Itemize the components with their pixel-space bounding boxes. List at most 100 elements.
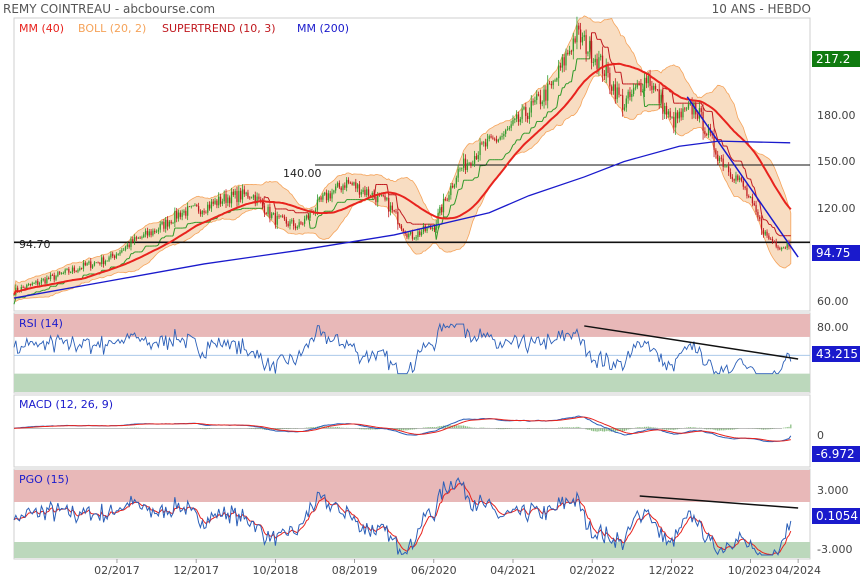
macd-histogram-bar bbox=[770, 428, 772, 430]
supertrend-segment bbox=[404, 218, 408, 223]
candle-body bbox=[225, 194, 227, 203]
candle-body bbox=[340, 187, 342, 191]
supertrend-segment bbox=[293, 210, 296, 214]
macd-histogram-bar bbox=[203, 428, 205, 430]
macd-histogram-bar bbox=[313, 427, 315, 429]
macd-histogram-bar bbox=[643, 426, 646, 429]
macd-histogram-bar bbox=[598, 428, 600, 432]
macd-histogram-bar bbox=[762, 428, 765, 430]
candle-body bbox=[720, 157, 722, 159]
macd-histogram-bar bbox=[585, 428, 587, 430]
macd-histogram-bar bbox=[307, 427, 309, 429]
macd-histogram-bar bbox=[601, 428, 604, 432]
candle-body bbox=[377, 194, 379, 203]
macd-histogram-bar bbox=[764, 428, 766, 430]
macd-histogram-bar bbox=[768, 428, 770, 430]
macd-histogram-bar bbox=[689, 427, 691, 429]
candle-body bbox=[240, 190, 242, 200]
macd-histogram-bar bbox=[717, 428, 719, 431]
supertrend-segment bbox=[192, 221, 196, 224]
supertrend-segment bbox=[410, 222, 413, 225]
candle-body bbox=[278, 215, 280, 217]
candle-body bbox=[126, 244, 128, 247]
supertrend-segment bbox=[752, 185, 755, 188]
candle-body bbox=[682, 108, 684, 118]
macd-histogram-bar bbox=[358, 428, 361, 430]
candle-body bbox=[459, 168, 461, 170]
macd-histogram-bar bbox=[651, 427, 653, 429]
candle-body bbox=[212, 201, 214, 204]
y-tick-120: 120.00 bbox=[817, 202, 856, 215]
macd-histogram-bar bbox=[260, 428, 262, 430]
badge-rsi-text: 43.215 bbox=[816, 347, 858, 361]
candle-body bbox=[406, 233, 408, 238]
candle-body bbox=[205, 212, 207, 214]
macd-histogram-bar bbox=[285, 428, 287, 430]
candle-body bbox=[121, 250, 123, 253]
supertrend-segment bbox=[395, 195, 399, 209]
macd-histogram-bar bbox=[402, 428, 404, 431]
rsi-trend-line bbox=[584, 325, 799, 360]
candle-body bbox=[42, 279, 44, 281]
macd-histogram-bar bbox=[426, 427, 428, 429]
x-tick-label: 10/2018 bbox=[253, 564, 299, 577]
candle-body bbox=[607, 64, 609, 73]
candle-body bbox=[364, 189, 366, 196]
candle-body bbox=[775, 241, 777, 247]
candle-body bbox=[521, 109, 523, 120]
supertrend-segment bbox=[503, 153, 507, 158]
macd-histogram-bar bbox=[565, 427, 567, 429]
macd-histogram-bar bbox=[726, 428, 728, 430]
macd-histogram-bar bbox=[448, 425, 450, 429]
candle-body bbox=[80, 268, 83, 269]
candle-body bbox=[176, 211, 178, 219]
candle-body bbox=[671, 116, 673, 118]
candle-body bbox=[481, 142, 483, 144]
candle-body bbox=[729, 172, 732, 177]
candle-body bbox=[59, 272, 61, 274]
supertrend-segment bbox=[401, 213, 404, 217]
x-tick-label: 04/2021 bbox=[490, 564, 536, 577]
macd-histogram-bar bbox=[706, 428, 708, 430]
candle-body bbox=[585, 35, 587, 54]
candle-body bbox=[267, 206, 269, 215]
macd-histogram-bar bbox=[441, 426, 443, 429]
supertrend-segment bbox=[44, 288, 48, 291]
candle-body bbox=[245, 192, 247, 195]
candle-body bbox=[525, 107, 527, 116]
supertrend-segment bbox=[744, 169, 748, 178]
candle-body bbox=[70, 272, 72, 274]
candle-body bbox=[285, 219, 287, 224]
supertrend-segment bbox=[159, 237, 163, 241]
chart-title: REMY COINTREAU - abcbourse.com bbox=[3, 2, 215, 16]
candle-body bbox=[501, 136, 503, 138]
candle-body bbox=[367, 189, 370, 196]
macd-histogram-bar bbox=[640, 427, 642, 429]
legend-supertrend: SUPERTREND (10, 3) bbox=[162, 22, 276, 35]
candle-body bbox=[554, 80, 556, 82]
candle-body bbox=[280, 215, 282, 217]
macd-histogram-bar bbox=[205, 428, 207, 430]
candle-body bbox=[197, 206, 200, 212]
candle-body bbox=[331, 192, 333, 199]
candle-body bbox=[349, 182, 351, 184]
supertrend-segment bbox=[704, 110, 707, 112]
candle-body bbox=[99, 262, 101, 265]
macd-histogram-bar bbox=[479, 427, 481, 429]
macd-histogram-bar bbox=[642, 427, 644, 429]
candle-body bbox=[309, 211, 311, 218]
macd-histogram-bar bbox=[135, 427, 138, 429]
bollinger-band bbox=[13, 15, 792, 303]
candle-body bbox=[645, 77, 648, 84]
candle-body bbox=[307, 215, 309, 218]
supertrend-segment bbox=[264, 196, 267, 199]
macd-histogram-bar bbox=[431, 427, 434, 429]
rsi-oversold-zone bbox=[14, 373, 810, 392]
supertrend-segment bbox=[777, 234, 781, 237]
macd-histogram-bar bbox=[590, 428, 593, 431]
candle-body bbox=[455, 177, 457, 185]
candle-body bbox=[188, 206, 191, 208]
candle-body bbox=[371, 192, 373, 198]
macd-histogram-bar bbox=[603, 428, 606, 432]
candle-body bbox=[254, 195, 256, 204]
